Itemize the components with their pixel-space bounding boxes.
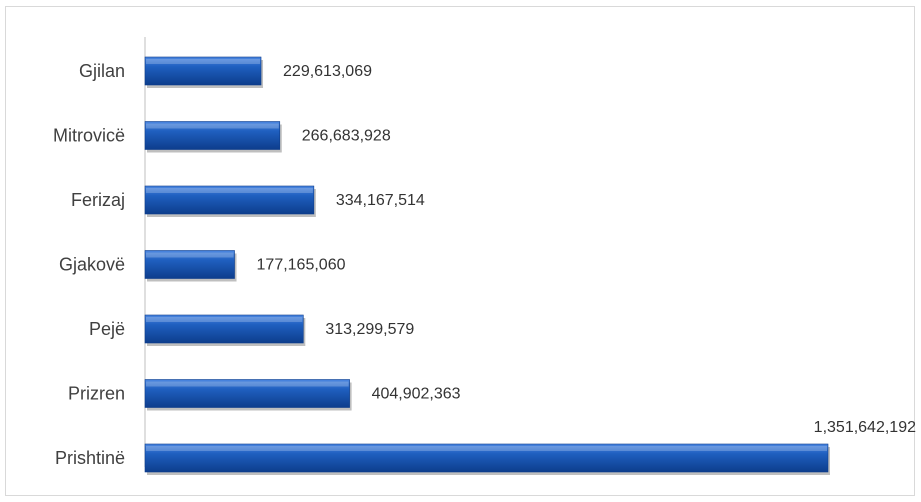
bar-mitrovice — [144, 121, 281, 150]
value-label-peje: 313,299,579 — [325, 321, 414, 338]
value-label-prizren: 404,902,363 — [372, 386, 461, 403]
bar-prishtine — [144, 443, 829, 473]
bar-highlight-prishtine — [146, 446, 827, 451]
category-label-peje: Pejë — [89, 319, 125, 339]
chart-frame: Gjilan 229,613,069 Mitrovicë 266,683,928 Fer… — [5, 6, 916, 496]
bar-highlight-peje — [146, 317, 303, 322]
bar-chart: Gjilan 229,613,069 Mitrovicë 266,683,928 Fer… — [53, 37, 916, 475]
bar-highlight-mitrovice — [146, 123, 279, 129]
bar-highlight-prizren — [146, 381, 349, 387]
bar-highlight-gjilan — [146, 59, 261, 64]
category-label-mitrovice: Mitrovicë — [53, 126, 125, 146]
bar-prizren — [144, 379, 350, 408]
bar-gjakove — [144, 250, 235, 279]
category-label-gjilan: Gjilan — [79, 61, 125, 81]
category-label-ferizaj: Ferizaj — [71, 190, 125, 210]
value-label-prishtine: 1,351,642,192 — [814, 419, 916, 436]
value-label-ferizaj: 334,167,514 — [336, 192, 425, 209]
bar-highlight-gjakove — [146, 252, 234, 258]
category-label-prishtine: Prishtinë — [55, 448, 125, 468]
bar-highlight-ferizaj — [146, 188, 313, 193]
category-label-gjakove: Gjakovë — [59, 255, 125, 275]
value-label-gjilan: 229,613,069 — [283, 63, 372, 80]
value-label-mitrovice: 266,683,928 — [302, 128, 391, 145]
category-label-prizren: Prizren — [68, 384, 125, 404]
bar-ferizaj — [144, 185, 315, 215]
value-label-gjakove: 177,165,060 — [257, 257, 346, 274]
bar-peje — [144, 314, 304, 344]
bar-gjilan — [144, 56, 262, 86]
